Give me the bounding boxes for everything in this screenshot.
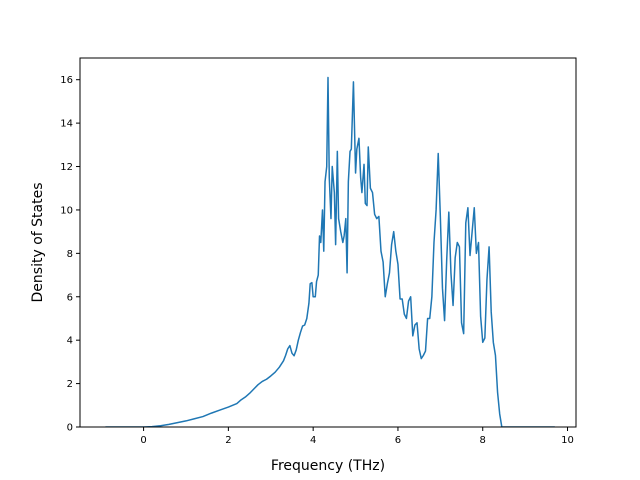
x-tick-label: 0 xyxy=(140,435,146,446)
x-tick-label: 8 xyxy=(480,435,486,446)
x-tick-label: 2 xyxy=(225,435,231,446)
y-tick-label: 12 xyxy=(60,162,73,173)
x-tick-label: 10 xyxy=(561,435,574,446)
y-tick-label: 6 xyxy=(67,292,73,303)
x-axis-ticks: 0 2 4 6 8 10 xyxy=(140,427,574,446)
y-tick-label: 16 xyxy=(60,75,73,86)
x-axis-label: Frequency (THz) xyxy=(271,458,385,474)
y-axis-label: Density of States xyxy=(30,183,46,303)
dos-series-line xyxy=(105,76,555,427)
y-tick-label: 0 xyxy=(67,423,73,434)
y-tick-label: 2 xyxy=(67,379,73,390)
y-axis-ticks: 0 2 4 6 8 10 12 14 16 xyxy=(60,75,80,434)
y-tick-label: 14 xyxy=(60,119,73,130)
y-tick-label: 8 xyxy=(67,249,73,260)
plot-area xyxy=(105,76,555,427)
axes-frame xyxy=(79,57,577,428)
x-tick-label: 4 xyxy=(310,435,316,446)
y-tick-label: 10 xyxy=(60,205,73,216)
y-tick-label: 4 xyxy=(67,336,73,347)
x-tick-label: 6 xyxy=(395,435,401,446)
